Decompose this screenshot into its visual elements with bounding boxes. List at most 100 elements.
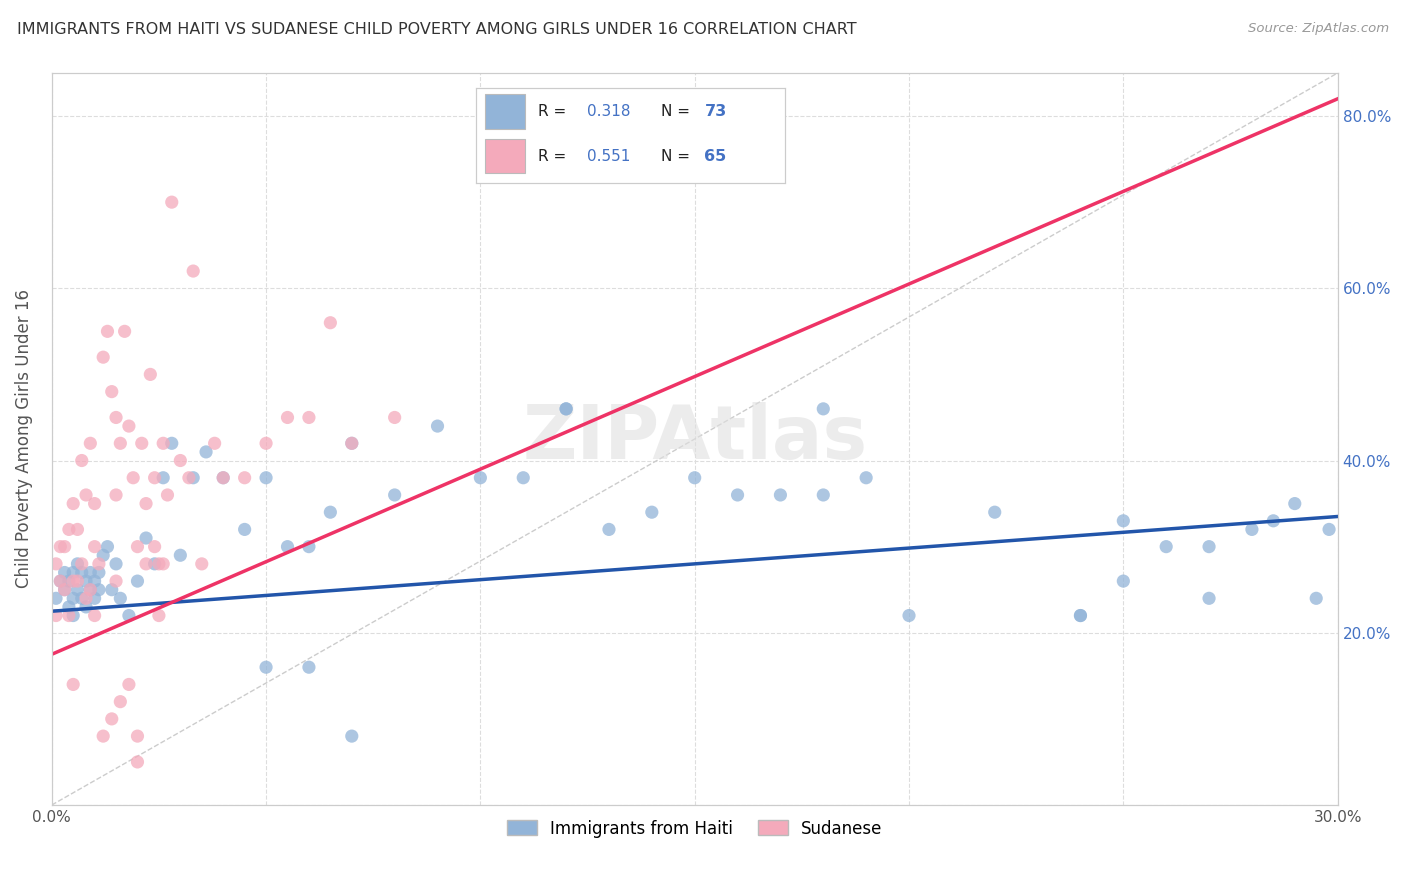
Sudanese	[83, 540, 105, 554]
Immigrants from Haiti	[384, 488, 406, 502]
Sudanese	[53, 540, 76, 554]
Immigrants from Haiti	[53, 582, 76, 597]
Sudanese	[212, 471, 235, 485]
Immigrants from Haiti	[87, 582, 110, 597]
Immigrants from Haiti	[75, 599, 97, 614]
Immigrants from Haiti	[254, 660, 277, 674]
Immigrants from Haiti	[70, 566, 93, 580]
Sudanese	[100, 712, 122, 726]
Immigrants from Haiti	[254, 471, 277, 485]
Sudanese	[79, 436, 101, 450]
Sudanese	[75, 591, 97, 606]
Sudanese	[91, 729, 114, 743]
Immigrants from Haiti	[152, 471, 174, 485]
Immigrants from Haiti	[181, 471, 204, 485]
Immigrants from Haiti	[813, 488, 835, 502]
Sudanese	[75, 488, 97, 502]
Immigrants from Haiti	[127, 574, 149, 588]
Immigrants from Haiti	[195, 445, 218, 459]
Immigrants from Haiti	[512, 471, 534, 485]
Immigrants from Haiti	[169, 548, 191, 562]
Immigrants from Haiti	[135, 531, 157, 545]
Sudanese	[127, 540, 149, 554]
Immigrants from Haiti	[1069, 608, 1091, 623]
Immigrants from Haiti	[1198, 540, 1220, 554]
Sudanese	[83, 497, 105, 511]
Immigrants from Haiti	[62, 566, 84, 580]
Immigrants from Haiti	[70, 591, 93, 606]
Immigrants from Haiti	[58, 599, 80, 614]
Immigrants from Haiti	[110, 591, 132, 606]
Immigrants from Haiti	[1240, 523, 1263, 537]
Sudanese	[110, 436, 132, 450]
Immigrants from Haiti	[58, 574, 80, 588]
Immigrants from Haiti	[769, 488, 792, 502]
Sudanese	[105, 488, 128, 502]
Immigrants from Haiti	[53, 566, 76, 580]
Immigrants from Haiti	[683, 471, 706, 485]
Sudanese	[62, 677, 84, 691]
Immigrants from Haiti	[233, 523, 256, 537]
Immigrants from Haiti	[118, 608, 141, 623]
Sudanese	[110, 695, 132, 709]
Sudanese	[135, 557, 157, 571]
Sudanese	[135, 497, 157, 511]
Sudanese	[96, 324, 118, 338]
Immigrants from Haiti	[470, 471, 492, 485]
Immigrants from Haiti	[96, 540, 118, 554]
Immigrants from Haiti	[1263, 514, 1285, 528]
Sudanese	[319, 316, 342, 330]
Sudanese	[122, 471, 145, 485]
Immigrants from Haiti	[160, 436, 183, 450]
Sudanese	[276, 410, 298, 425]
Immigrants from Haiti	[91, 548, 114, 562]
Sudanese	[118, 419, 141, 434]
Text: IMMIGRANTS FROM HAITI VS SUDANESE CHILD POVERTY AMONG GIRLS UNDER 16 CORRELATION: IMMIGRANTS FROM HAITI VS SUDANESE CHILD …	[17, 22, 856, 37]
Sudanese	[45, 557, 67, 571]
Immigrants from Haiti	[340, 436, 363, 450]
Y-axis label: Child Poverty Among Girls Under 16: Child Poverty Among Girls Under 16	[15, 290, 32, 589]
Immigrants from Haiti	[66, 582, 89, 597]
Sudanese	[177, 471, 200, 485]
Sudanese	[156, 488, 179, 502]
Sudanese	[169, 453, 191, 467]
Immigrants from Haiti	[1305, 591, 1327, 606]
Immigrants from Haiti	[855, 471, 877, 485]
Immigrants from Haiti	[75, 574, 97, 588]
Immigrants from Haiti	[1069, 608, 1091, 623]
Sudanese	[66, 574, 89, 588]
Immigrants from Haiti	[1317, 523, 1340, 537]
Sudanese	[160, 195, 183, 210]
Sudanese	[191, 557, 214, 571]
Immigrants from Haiti	[1154, 540, 1177, 554]
Immigrants from Haiti	[555, 401, 578, 416]
Sudanese	[143, 471, 166, 485]
Immigrants from Haiti	[66, 557, 89, 571]
Sudanese	[70, 453, 93, 467]
Sudanese	[100, 384, 122, 399]
Immigrants from Haiti	[319, 505, 342, 519]
Immigrants from Haiti	[87, 566, 110, 580]
Immigrants from Haiti	[298, 660, 321, 674]
Sudanese	[79, 582, 101, 597]
Sudanese	[70, 557, 93, 571]
Sudanese	[62, 497, 84, 511]
Sudanese	[105, 574, 128, 588]
Immigrants from Haiti	[1112, 574, 1135, 588]
Immigrants from Haiti	[212, 471, 235, 485]
Immigrants from Haiti	[898, 608, 921, 623]
Immigrants from Haiti	[49, 574, 72, 588]
Sudanese	[204, 436, 226, 450]
Immigrants from Haiti	[62, 591, 84, 606]
Sudanese	[384, 410, 406, 425]
Sudanese	[340, 436, 363, 450]
Immigrants from Haiti	[62, 608, 84, 623]
Sudanese	[131, 436, 153, 450]
Immigrants from Haiti	[83, 574, 105, 588]
Sudanese	[53, 582, 76, 597]
Sudanese	[127, 729, 149, 743]
Sudanese	[58, 523, 80, 537]
Sudanese	[152, 436, 174, 450]
Immigrants from Haiti	[983, 505, 1005, 519]
Sudanese	[233, 471, 256, 485]
